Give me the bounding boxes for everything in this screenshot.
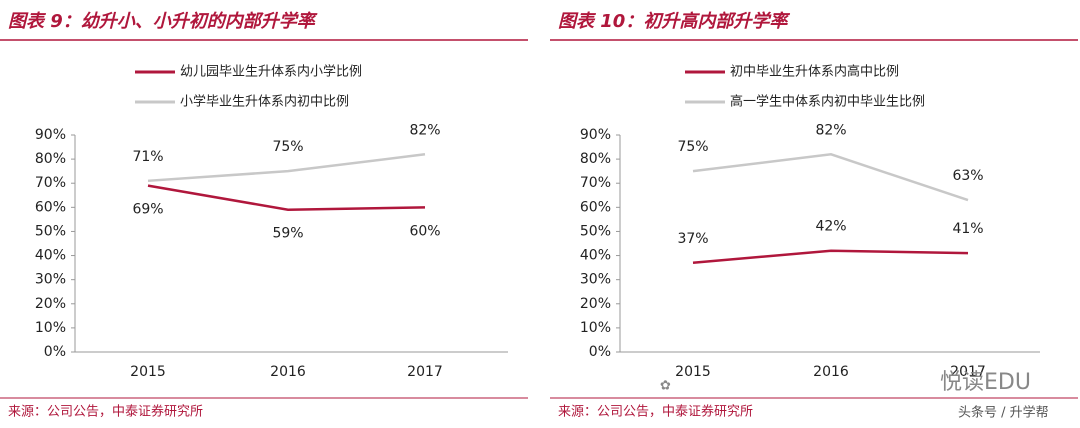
x-tick-label: 2017	[407, 364, 443, 380]
series-line	[147, 184, 426, 211]
chart-title: 图表 10：初升高内部升学率	[558, 11, 790, 32]
y-tick-label: 90%	[35, 127, 66, 143]
y-tick-label: 50%	[580, 223, 611, 239]
y-tick-label: 10%	[580, 320, 611, 336]
value-label: 37%	[677, 231, 708, 247]
watermark-logo: 悦读EDU	[940, 370, 1031, 395]
y-tick-label: 60%	[35, 199, 66, 215]
y-tick-label: 90%	[580, 127, 611, 143]
y-tick-label: 70%	[35, 175, 66, 191]
y-tick-label: 80%	[580, 151, 611, 167]
value-label: 82%	[815, 122, 846, 138]
y-tick-label: 0%	[44, 344, 66, 360]
value-label: 69%	[132, 202, 163, 218]
source: 来源：公司公告，中泰证券研究所	[8, 404, 203, 420]
source: 来源：公司公告，中泰证券研究所	[558, 404, 753, 420]
series-line	[147, 153, 426, 183]
x-tick-label: 2015	[130, 364, 166, 380]
y-tick-label: 40%	[580, 248, 611, 264]
value-label: 63%	[952, 168, 983, 184]
y-tick-label: 70%	[580, 175, 611, 191]
x-tick-label: 2015	[675, 364, 711, 380]
legend-label: 幼儿园毕业生升体系内小学比例	[180, 64, 362, 80]
y-tick-label: 40%	[35, 248, 66, 264]
y-tick-label: 20%	[580, 296, 611, 312]
x-tick-label: 2016	[813, 364, 849, 380]
legend-label: 高一学生中体系内初中毕业生比例	[730, 94, 925, 110]
y-tick-label: 30%	[35, 272, 66, 288]
x-tick-label: 2017	[950, 364, 986, 380]
y-tick-label: 30%	[580, 272, 611, 288]
value-label: 60%	[409, 223, 440, 239]
legend-label: 初中毕业生升体系内高中比例	[730, 64, 899, 80]
value-label: 75%	[272, 139, 303, 155]
watermark-account: 头条号 / 升学帮	[958, 405, 1049, 421]
value-label: 75%	[677, 139, 708, 155]
y-tick-label: 10%	[35, 320, 66, 336]
y-tick-label: 0%	[589, 344, 611, 360]
value-label: 82%	[409, 122, 440, 138]
watermark-icon: ✿	[660, 379, 671, 394]
chart-title: 图表 9：幼升小、小升初的内部升学率	[8, 11, 318, 32]
x-tick-label: 2016	[270, 364, 306, 380]
y-tick-label: 80%	[35, 151, 66, 167]
value-label: 71%	[132, 149, 163, 165]
y-tick-label: 60%	[580, 199, 611, 215]
value-label: 41%	[952, 221, 983, 237]
series-line	[692, 249, 969, 265]
value-label: 59%	[272, 226, 303, 242]
legend-label: 小学毕业生升体系内初中比例	[180, 94, 349, 110]
series-line	[692, 153, 969, 202]
value-label: 42%	[815, 219, 846, 235]
y-tick-label: 20%	[35, 296, 66, 312]
y-tick-label: 50%	[35, 223, 66, 239]
